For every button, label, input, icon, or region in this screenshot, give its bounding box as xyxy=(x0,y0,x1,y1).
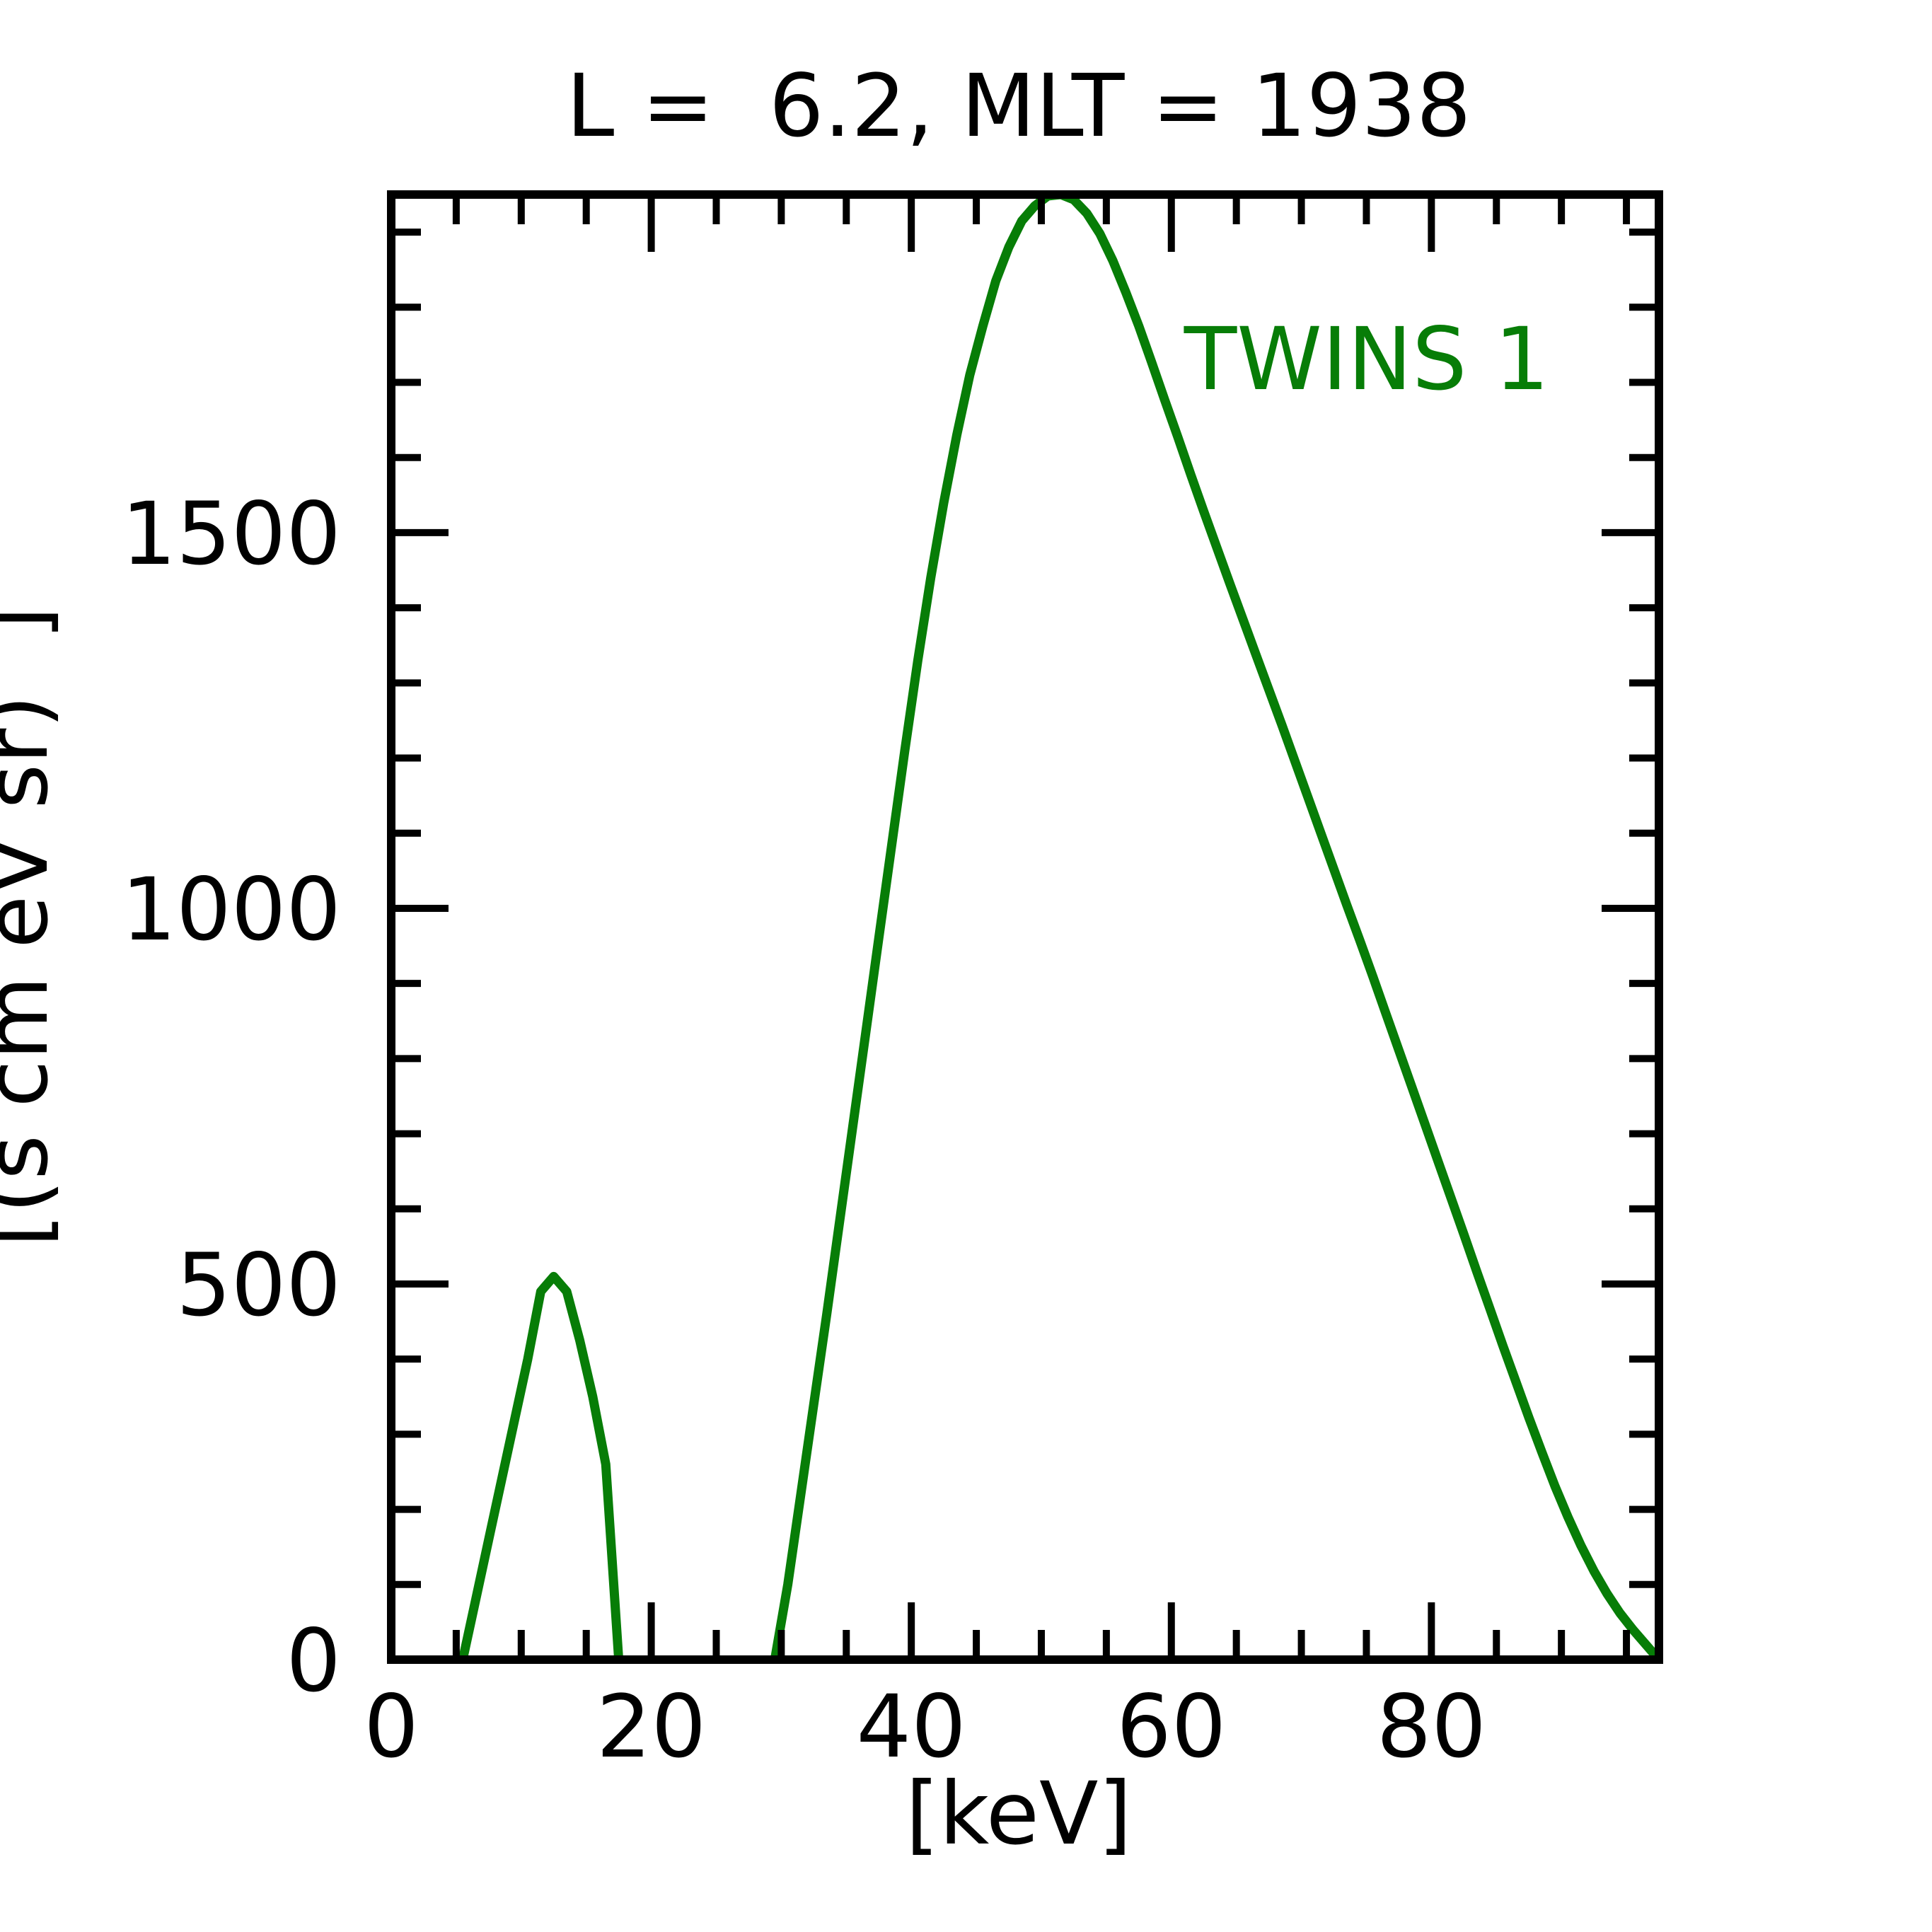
y-tick-label-500: 500 xyxy=(176,1235,341,1336)
x-tick-label-40: 40 xyxy=(857,1677,966,1777)
plot-area: 0 20 40 60 80 0 500 1000 1500 xyxy=(122,190,1663,1777)
y-tick-label-1000: 1000 xyxy=(122,860,341,960)
legend-label-twins-1: TWINS 1 xyxy=(1184,309,1549,410)
y-tick-label-1500: 1500 xyxy=(122,484,341,584)
plot-frame xyxy=(387,190,1663,1664)
x-tick-label-80: 80 xyxy=(1377,1677,1486,1777)
series-line-1-segment-1 xyxy=(458,1271,624,1660)
y-axis-title: [(s cm eV sr) ] xyxy=(0,606,67,1247)
y-tick-label-0: 0 xyxy=(286,1611,341,1711)
x-tick-label-60: 60 xyxy=(1116,1677,1226,1777)
x-tick-label-0: 0 xyxy=(364,1677,419,1777)
x-tick-label-20: 20 xyxy=(596,1677,706,1777)
chart-title: L = 6.2, MLT = 1938 xyxy=(566,56,1471,156)
x-axis-title: [keV] xyxy=(906,1764,1132,1864)
series-line-1-segment-2 xyxy=(770,195,1659,1660)
